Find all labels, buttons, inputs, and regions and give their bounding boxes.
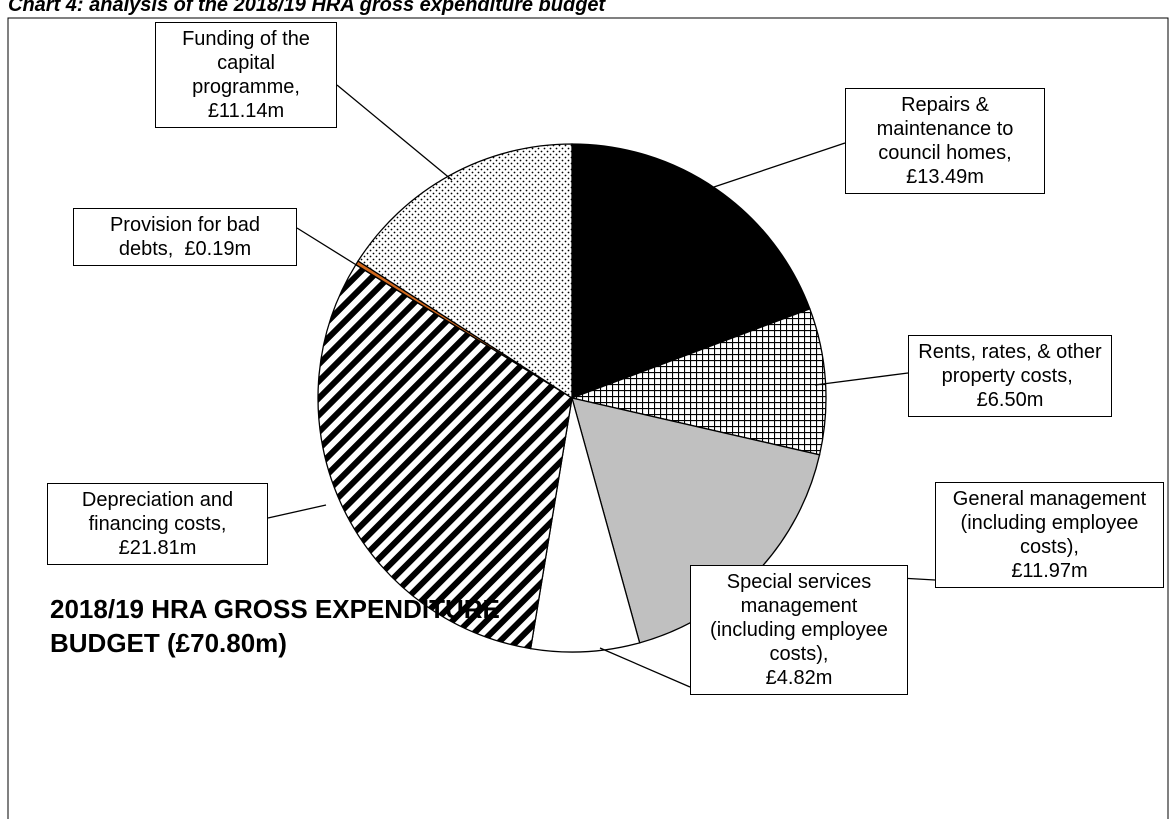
- pie-slice: [571, 143, 811, 399]
- chart-title: Chart 4: analysis of the 2018/19 HRA gro…: [8, 0, 606, 16]
- label-box: Rents, rates, & other property costs, £6…: [908, 335, 1112, 417]
- pie: [317, 143, 827, 653]
- frame: [7, 17, 1169, 819]
- category-label: General management (including employee c…: [952, 488, 1147, 558]
- label-box: Provision for bad debts, £0.19m: [73, 208, 297, 266]
- label-box: Depreciation and financing costs, £21.81…: [47, 483, 268, 565]
- value-label: £11.14m: [207, 100, 285, 122]
- category-label: Rents, rates, & other property costs,: [918, 341, 1102, 387]
- category-label: Special services management (including e…: [710, 571, 888, 665]
- category-label: Repairs & maintenance to council homes,: [876, 94, 1014, 164]
- label-box: Repairs & maintenance to council homes, …: [845, 88, 1045, 194]
- category-label: Depreciation and financing costs,: [81, 489, 234, 535]
- label-box: Special services management (including e…: [690, 565, 908, 695]
- chart-subtitle: 2018/19 HRA GROSS EXPENDITURE BUDGET (£7…: [50, 594, 500, 658]
- value-label: £4.82m: [765, 667, 833, 689]
- pie-slice: [569, 308, 827, 456]
- value-label: £6.50m: [976, 389, 1044, 411]
- value-label: £11.97m: [1011, 560, 1088, 582]
- value-label: £21.81m: [118, 537, 197, 559]
- pie-slice: [357, 143, 573, 400]
- label-box: General management (including employee c…: [935, 482, 1164, 588]
- pie-slice: [317, 263, 573, 650]
- category-label: Funding of the capital programme,: [182, 28, 310, 98]
- value-label: £0.19m: [184, 238, 252, 260]
- pie-slice: [529, 397, 641, 653]
- label-box: Funding of the capital programme, £11.14…: [155, 22, 337, 128]
- category-label: Provision for bad debts,: [109, 214, 261, 260]
- value-label: £13.49m: [906, 166, 984, 188]
